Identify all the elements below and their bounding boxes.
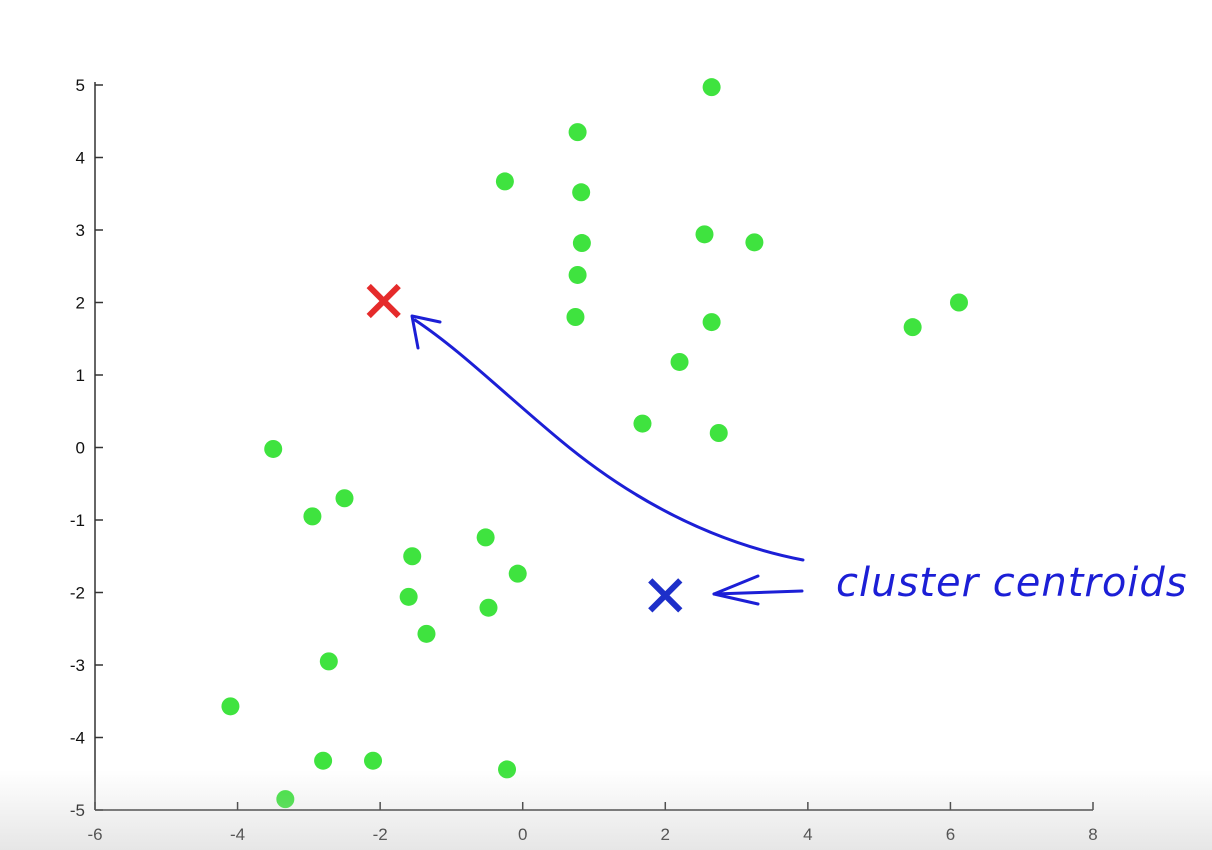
data-point <box>276 790 295 809</box>
axes <box>94 82 1093 811</box>
centroid-marker-red <box>366 283 401 319</box>
y-tick-label: -4 <box>70 729 85 748</box>
centroid-marker-blue <box>648 578 683 613</box>
y-tick-label: -1 <box>70 511 85 530</box>
y-tick-label: -3 <box>70 656 85 675</box>
x-ticks: -6 -4 -2 0 2 4 6 8 <box>87 802 1098 844</box>
y-tick-label: 0 <box>76 439 85 458</box>
centroid-stroke <box>366 283 401 319</box>
curved-arrow-head <box>410 314 442 350</box>
y-tick-label: 4 <box>76 149 85 168</box>
x-tick-label: 2 <box>661 825 670 844</box>
data-point <box>335 489 354 508</box>
x-tick-label: -4 <box>230 825 245 844</box>
data-point <box>476 528 495 547</box>
straight-arrow-head <box>712 574 760 606</box>
data-point <box>303 507 322 526</box>
data-point <box>314 751 333 770</box>
y-ticks: -5 -4 -3 -2 -1 0 1 2 3 4 5 <box>70 76 103 820</box>
data-point <box>695 225 714 244</box>
data-point <box>745 233 764 252</box>
x-tick-label: -6 <box>87 825 102 844</box>
data-point <box>633 414 652 433</box>
centroid-stroke <box>648 578 683 613</box>
data-point <box>508 564 527 583</box>
straight-arrow-to-blue-centroid <box>712 589 804 596</box>
x-tick-label: 6 <box>946 825 955 844</box>
data-point <box>319 652 338 671</box>
x-tick-label: -2 <box>373 825 388 844</box>
x-tick-label: 4 <box>803 825 812 844</box>
data-point <box>479 598 498 617</box>
data-point <box>670 352 689 371</box>
data-point <box>264 439 283 458</box>
data-point <box>403 547 422 566</box>
centroids <box>366 283 683 613</box>
data-point <box>702 313 721 332</box>
data-point <box>568 265 587 284</box>
data-point <box>417 624 436 643</box>
y-tick-label: 3 <box>76 221 85 240</box>
data-point <box>498 760 517 779</box>
data-point <box>949 293 968 312</box>
annotation-label: cluster centroids <box>836 560 1188 606</box>
data-point <box>903 318 922 337</box>
y-tick-label: 1 <box>76 366 85 385</box>
data-point <box>572 183 591 202</box>
curved-arrow-to-red-centroid <box>413 318 805 562</box>
x-tick-label: 8 <box>1088 825 1097 844</box>
data-point <box>399 587 418 606</box>
data-points <box>221 78 968 809</box>
data-point <box>572 234 591 253</box>
y-tick-label: -5 <box>70 801 85 820</box>
data-point <box>221 697 240 716</box>
data-point <box>709 424 728 442</box>
x-tick-label: 0 <box>518 825 527 844</box>
data-point <box>495 172 514 191</box>
data-point <box>568 123 587 142</box>
y-tick-label: -2 <box>70 584 85 603</box>
data-point <box>364 751 383 770</box>
y-tick-label: 2 <box>76 294 85 313</box>
data-point <box>566 308 585 326</box>
y-tick-label: 5 <box>76 76 85 95</box>
data-point <box>702 78 721 97</box>
